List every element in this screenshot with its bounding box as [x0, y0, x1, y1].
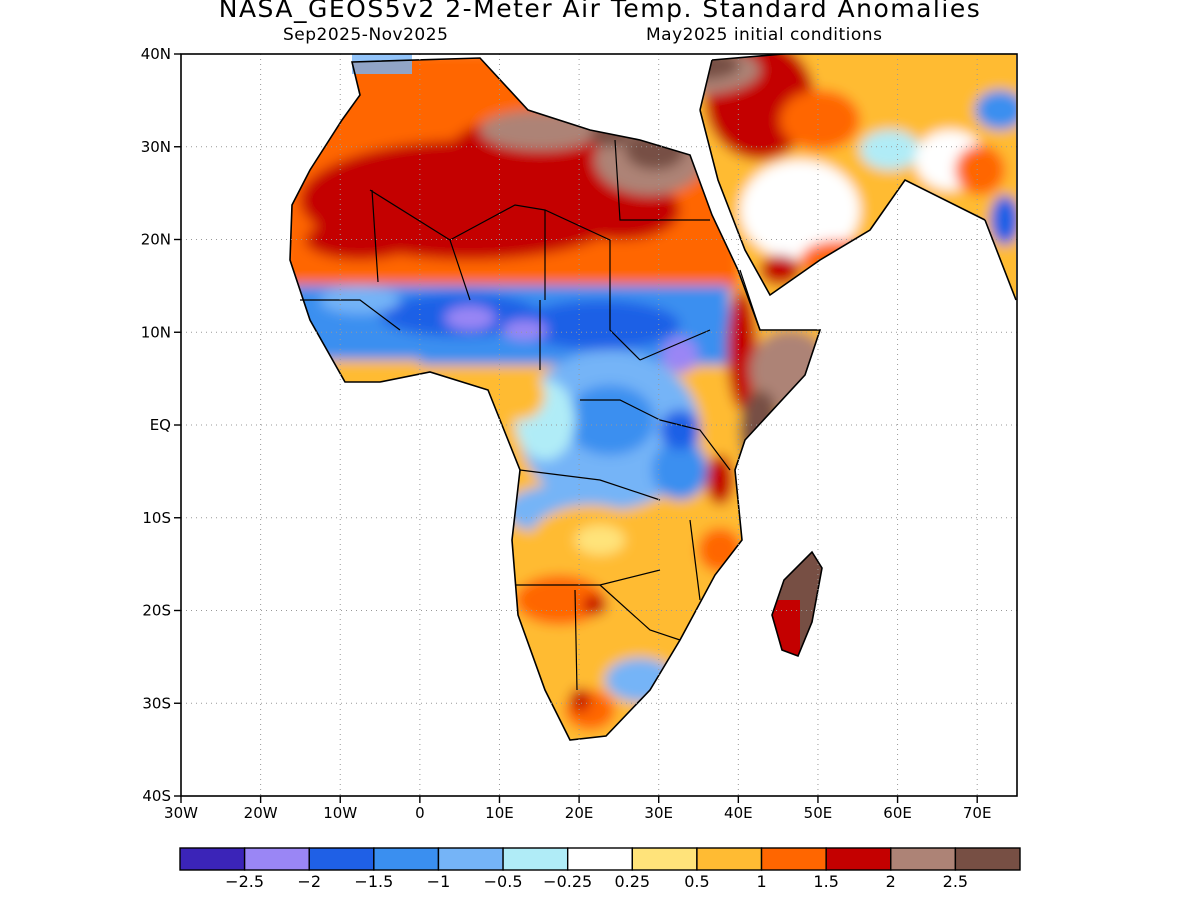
graticule [181, 54, 1017, 796]
lon-tick-label: 0 [415, 804, 425, 822]
lat-tick-label: EQ [150, 416, 171, 434]
colorbar-label: −0.25 [543, 872, 592, 891]
colorbar-swatch [696, 847, 763, 871]
colorbar-label: 2 [886, 872, 896, 891]
colorbar-swatch [760, 847, 827, 871]
colorbar-swatch [308, 847, 375, 871]
lat-tick-label: 10S [142, 509, 171, 527]
lat-tick-label: 40N [141, 45, 171, 63]
anomaly-field [290, 54, 1016, 740]
colorbar-label: 2.5 [943, 872, 968, 891]
lon-tick-label: 10E [485, 804, 514, 822]
map-title: NASA_GEOS5v2 2-Meter Air Temp. Standard … [218, 0, 982, 23]
colorbar: −2.5 −2 −1.5 −1 −0.5 −0.25 0.25 0.5 1 1.5 2 2.5 [179, 847, 1021, 891]
longitude-axis: 30W 20W 10W 0 10E 20E 30E 40E 50E 60E 70E [164, 796, 991, 822]
lon-tick-label: 10W [323, 804, 357, 822]
colorbar-swatch [954, 847, 1021, 871]
lat-tick-label: 40S [142, 787, 171, 805]
initial-conditions: May2025 initial conditions [646, 25, 883, 45]
country-borders [300, 139, 761, 691]
latitude-axis: 40N 30N 20N 10N EQ 10S 20S 30S 40S [141, 45, 181, 805]
lat-tick-label: 30N [141, 138, 171, 156]
lon-tick-label: 20E [565, 804, 594, 822]
colorbar-swatch [373, 847, 440, 871]
colorbar-label: −0.5 [484, 872, 523, 891]
lon-tick-label: 50E [804, 804, 833, 822]
lon-tick-label: 30W [164, 804, 198, 822]
colorbar-swatch [566, 847, 634, 871]
colorbar-label: 1.5 [813, 872, 838, 891]
colorbar-label: −1.5 [354, 872, 393, 891]
lon-tick-label: 20W [244, 804, 278, 822]
colorbar-swatch [179, 847, 246, 871]
forecast-period: Sep2025-Nov2025 [283, 25, 449, 45]
colorbar-label: 1 [756, 872, 766, 891]
lat-tick-label: 20N [141, 231, 171, 249]
colorbar-label: 0.25 [614, 872, 650, 891]
colorbar-swatch [502, 847, 569, 871]
colorbar-swatch [437, 847, 504, 871]
colorbar-swatch [631, 847, 698, 871]
colorbar-swatch [825, 847, 892, 871]
lat-tick-label: 10N [141, 323, 171, 341]
colorbar-label: −2 [297, 872, 321, 891]
colorbar-label: −1 [427, 872, 451, 891]
colorbar-label: −2.5 [225, 872, 264, 891]
colorbar-swatch [890, 847, 957, 871]
lat-tick-label: 20S [142, 602, 171, 620]
lon-tick-label: 60E [883, 804, 912, 822]
lon-tick-label: 30E [644, 804, 673, 822]
lon-tick-label: 40E [724, 804, 753, 822]
lon-tick-label: 70E [963, 804, 992, 822]
colorbar-swatch [243, 847, 310, 871]
colorbar-label: 0.5 [684, 872, 709, 891]
lat-tick-label: 30S [142, 694, 171, 712]
